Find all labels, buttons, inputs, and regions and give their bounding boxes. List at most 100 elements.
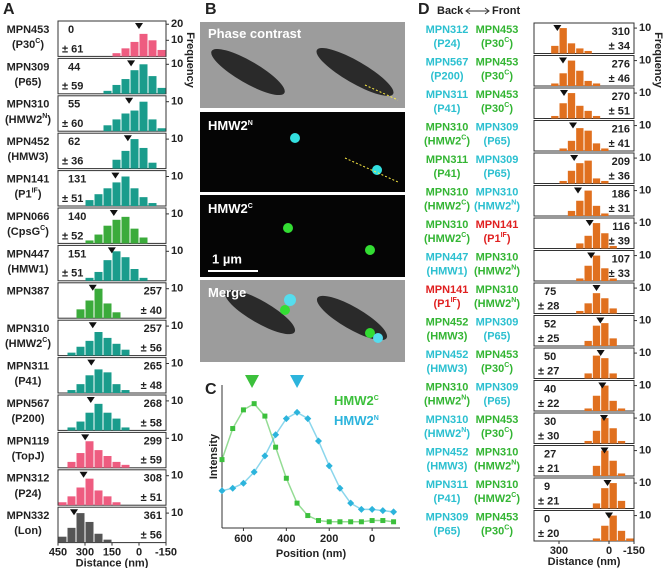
hist-bar [67,427,76,431]
legend-label: HMW2N [334,413,379,428]
protein-label-part: (HMW2 [474,298,511,310]
hist-frame [57,394,167,431]
hist-frame [533,120,635,152]
sd-label: ± 61 [62,43,83,55]
mean-label: 276 [612,58,630,70]
protein-label: (P200) [430,70,463,82]
hist-bar [584,440,592,444]
spot [284,294,296,306]
hist-frame [533,22,635,54]
sd-label: ± 59 [62,81,83,93]
hist-frame [57,469,167,506]
protein-label: (P30C) [481,525,513,538]
hist-bar [94,369,103,393]
point [379,507,387,515]
legend-label-part: HMW2 [334,413,374,428]
y-tick-label: 10 [171,470,183,482]
hist-bar [112,53,121,57]
mean-marker [107,247,116,254]
protein-label-part: C [504,70,509,77]
protein-label-part: IF [32,188,39,195]
hist-bar [103,188,112,206]
x-tick-label: 0 [136,547,142,559]
protein-label: (P30C) [481,102,513,115]
gene-label: MPN141 [426,284,469,296]
hist-bar [601,323,609,346]
hist-bar [85,412,94,431]
hist-frame [533,152,635,184]
protein-label-part: (HMW1) [8,263,49,275]
protein-label: (P30C) [481,37,513,50]
hist-bar [609,460,617,476]
hist-frame [57,282,167,319]
point [390,508,398,516]
mean-marker [553,25,562,31]
hist-bar [121,48,130,57]
hist-bar [584,110,592,119]
point [293,408,301,416]
protein-label-part: ) [40,39,44,51]
protein-label-part: ) [466,233,470,245]
point [294,500,300,506]
hist-bar [559,73,567,86]
protein-label-part: N [461,395,466,402]
y-tick-label: 10 [171,432,183,444]
point [282,415,290,423]
point [305,513,311,519]
mean-label: 265 [144,361,162,373]
sd-label: ± 59 [141,455,162,467]
fluor-tile [200,112,405,192]
protein-label: (P41) [434,103,461,115]
hist-bar [121,176,130,206]
sd-label: ± 21 [538,463,559,475]
protein-label-part: (P1 [483,233,500,245]
hist-bar [592,465,601,476]
protein-label: (TopJ) [12,450,45,462]
hist-bar [576,163,584,184]
hist-bar [592,430,601,444]
mean-label: 55 [68,99,80,111]
protein-label-part: ) [466,135,470,147]
hist-bar [94,234,103,244]
point [368,505,376,513]
hist-bar [94,533,103,543]
hist-bar [121,390,130,393]
direction-arrow [465,7,490,15]
hist-bar [112,119,121,132]
sd-label: ± 30 [538,430,559,442]
hist-bar [112,159,121,169]
panel-letter: B [205,1,217,18]
protein-label-part: C [461,135,466,142]
protein-label: (P30C) [12,38,44,51]
protein-label-part: C [504,525,509,532]
hist-bar [94,271,103,281]
hist-bar [85,521,94,543]
mean-marker [123,135,132,142]
hist-bar [592,178,601,184]
hist-bar [592,255,601,281]
protein-label-part: ) [509,525,513,537]
mean-marker [125,97,134,104]
hist-bar [67,496,76,506]
point [261,452,269,460]
mean-marker [587,252,596,259]
sd-label: ± 46 [609,73,630,85]
mean-marker [88,284,97,291]
hist-frame [533,412,635,444]
sd-label: ± 20 [538,528,559,540]
gene-label: MPN141 [476,219,519,231]
gene-label: MPN309 [426,511,469,523]
sd-label: ± 33 [609,268,630,280]
hist-bar [576,310,584,314]
hist-bar [76,487,85,506]
hist-bar [148,162,157,169]
hist-frame [533,510,635,542]
hist-bar [617,408,626,411]
y-tick-label: 10 [171,133,183,145]
protein-label-part: IF [501,232,508,239]
hist-bar [130,41,139,57]
y-axis-title: Frequency [184,32,196,89]
hist-bar [559,103,567,119]
mean-marker [127,60,136,67]
protein-label: (P65) [484,135,511,147]
